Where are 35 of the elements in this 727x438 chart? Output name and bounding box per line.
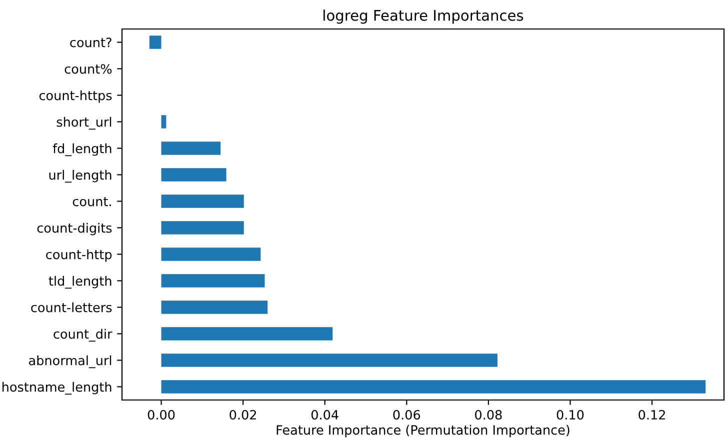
y-tick-label: count-http: [46, 249, 112, 262]
y-tick-label: short_url: [56, 116, 112, 130]
bar: [161, 168, 226, 182]
x-tick-label: 0.10: [556, 410, 584, 420]
bar: [161, 274, 265, 288]
x-tick-label: 0.06: [393, 410, 420, 420]
y-tick-label: hostname_length: [2, 382, 112, 395]
bar: [161, 194, 244, 208]
x-tick-label: 0.08: [475, 410, 502, 420]
y-tick-label: url_length: [49, 170, 112, 183]
x-tick-label: 0.12: [638, 410, 665, 420]
bar: [161, 354, 498, 367]
x-tick-label: 0.04: [311, 410, 338, 420]
chart-title: logreg Feature Importances: [324, 10, 524, 24]
y-tick-label: count%: [64, 64, 112, 74]
y-tick-label: count-digits: [37, 222, 112, 236]
x-axis-title: Feature Importance (Permutation Importance): [276, 424, 570, 438]
y-tick-label: count-https: [39, 90, 112, 103]
y-tick-label: count_dir: [54, 328, 112, 342]
bar: [161, 248, 261, 261]
x-tick-label: 0.00: [148, 410, 175, 420]
bar: [161, 221, 244, 234]
y-tick-label: count?: [70, 38, 112, 48]
bar: [161, 327, 333, 340]
bar: [161, 115, 166, 128]
bar: [149, 36, 162, 49]
y-tick-label: abnormal_url: [29, 355, 112, 368]
y-tick-label: count.: [72, 197, 111, 206]
y-tick-label: count-letters: [31, 302, 112, 312]
y-tick-label: tld_length: [48, 276, 112, 289]
bar: [161, 142, 221, 155]
bar: [161, 380, 706, 394]
x-tick-label: 0.02: [230, 410, 256, 420]
bar: [161, 300, 268, 314]
y-tick-label: fd_length: [52, 143, 112, 156]
